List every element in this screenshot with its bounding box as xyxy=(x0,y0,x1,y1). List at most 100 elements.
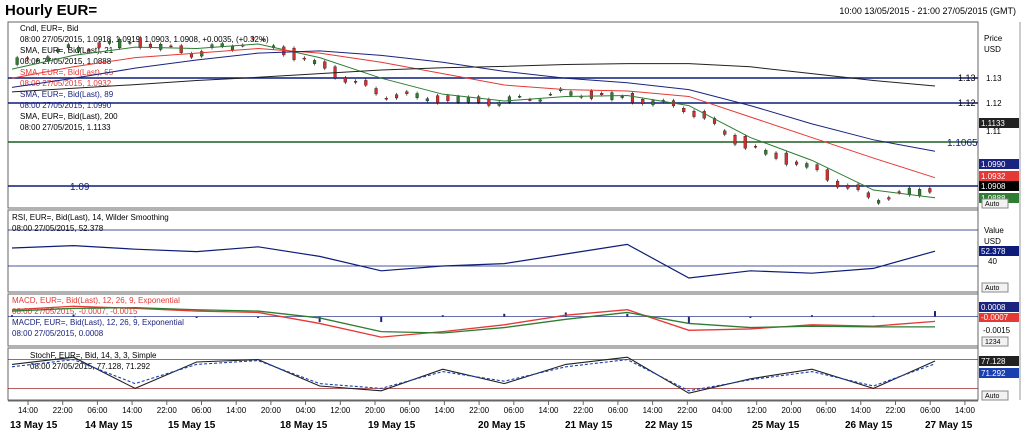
candle-body xyxy=(795,161,799,165)
candle-body xyxy=(446,95,450,101)
candle-body xyxy=(200,51,204,57)
candle-body xyxy=(897,191,901,193)
x-tick-label: 06:00 xyxy=(504,406,525,415)
candle-body xyxy=(56,49,60,52)
x-tick-label: 20:00 xyxy=(781,406,802,415)
rsi-series xyxy=(8,229,978,279)
x-tick-label: 22:00 xyxy=(885,406,906,415)
candle-body xyxy=(507,96,511,103)
macd-value-tag xyxy=(979,313,1019,322)
candle-body xyxy=(15,57,19,65)
candle-body xyxy=(907,187,911,196)
axis-unit: USD xyxy=(984,237,1001,246)
tick-label: 1.12 xyxy=(986,99,1002,108)
candle-body xyxy=(374,88,378,95)
candle-body xyxy=(230,46,235,51)
price-value-tag xyxy=(979,118,1019,128)
x-tick-label: 04:00 xyxy=(296,406,317,415)
legend-line: SMA, EUR=, Bid(Last), 89 xyxy=(20,90,114,99)
candle-body xyxy=(877,200,881,204)
candle-body xyxy=(928,188,932,193)
candle-body xyxy=(25,57,29,59)
legend-line: Cndl, EUR=, Bid xyxy=(20,24,78,33)
x-tick-label: 06:00 xyxy=(920,406,941,415)
candle-body xyxy=(641,99,645,105)
sma-line-1 xyxy=(11,48,936,179)
candle-body xyxy=(518,96,522,98)
auto-button[interactable]: Auto xyxy=(981,198,1009,209)
rsi-auto-button[interactable]: Auto xyxy=(981,282,1009,293)
chart-title: Hourly EUR= xyxy=(5,2,98,19)
x-axis: 14:00 22:00 06:00 14:00 22:00 06:00 14:00 20:00… xyxy=(8,400,978,431)
legend-line: 08:00 27/05/2015, -0.0007, -0.0015 xyxy=(12,307,138,316)
candle-body xyxy=(743,136,747,149)
legend-line: 08:00 27/05/2015, 0.0008 xyxy=(12,329,104,338)
legend-line: RSI, EUR=, Bid(Last), 14, Wilder Smoothi… xyxy=(12,213,169,222)
candle-body xyxy=(189,53,194,58)
stoch-axis: 77.128 71.292 xyxy=(979,356,1019,378)
candle-body xyxy=(836,180,840,188)
candle-body xyxy=(405,91,409,94)
stoch-auto-button[interactable]: Auto xyxy=(981,390,1009,401)
x-tick-label: 14:00 xyxy=(18,406,39,415)
x-tick-label: 20:00 xyxy=(365,406,386,415)
x-tick-label: 12:00 xyxy=(330,406,351,415)
candle-body xyxy=(569,91,573,96)
candle-body xyxy=(477,96,481,103)
rsi-axis: Value USD 40 52.378 xyxy=(979,226,1019,266)
price-axis: Price USD 1.13 1.12 1.11 xyxy=(984,34,1003,136)
sma-line-0 xyxy=(11,43,936,199)
candle-body xyxy=(682,108,686,112)
svg-text:0.0008: 0.0008 xyxy=(981,303,1006,312)
x-date-label: 25 May 15 xyxy=(752,420,800,431)
sma-series xyxy=(11,43,936,199)
legend-line: SMA, EUR=, Bid(Last), 200 xyxy=(20,112,118,121)
price-value-tag xyxy=(979,171,1019,181)
level-label-112: 1.12 xyxy=(958,98,976,108)
legend-line: 08:00 27/05/2015, 52.378 xyxy=(12,224,104,233)
legend-line: 08:00 27/05/2015, 1.1133 xyxy=(20,123,111,132)
sma-line-3 xyxy=(11,63,936,93)
rsi-line xyxy=(11,243,936,279)
legend-line: MACD, EUR=, Bid(Last), 12, 26, 9, Expone… xyxy=(12,296,180,305)
macd-scale-box[interactable] xyxy=(981,336,1009,347)
candle-body xyxy=(66,44,70,49)
x-date-label: 18 May 15 xyxy=(280,420,328,431)
candle-body xyxy=(487,99,491,106)
candle-body xyxy=(548,93,552,96)
x-tick-label: 04:00 xyxy=(712,406,733,415)
svg-text:Auto: Auto xyxy=(985,393,1000,400)
candle-body xyxy=(866,192,870,198)
candle-body xyxy=(456,96,460,103)
candle-body xyxy=(261,39,265,41)
candle-body xyxy=(118,38,122,49)
x-tick-label: 14:00 xyxy=(643,406,664,415)
candle-body xyxy=(77,47,81,52)
tick-label: 1.11 xyxy=(986,127,1002,136)
x-date-label: 26 May 15 xyxy=(845,420,893,431)
candle-body xyxy=(36,59,40,62)
candle-body xyxy=(107,41,111,44)
candle-body xyxy=(128,42,132,44)
legend-line: SMA, EUR=, Bid(Last), 55 xyxy=(20,68,114,77)
candle-body xyxy=(251,37,255,40)
candle-body xyxy=(302,57,306,60)
candle-body xyxy=(87,49,91,52)
x-date-label: 15 May 15 xyxy=(168,420,216,431)
price-legend: Cndl, EUR=, Bid 08:00 27/05/2015, 1.0918… xyxy=(20,24,269,132)
stoch-value-tag xyxy=(979,368,1019,378)
candle-body xyxy=(169,45,173,48)
candle-body xyxy=(466,96,470,103)
candle-body xyxy=(528,99,532,101)
candle-body xyxy=(825,169,829,181)
candle-body xyxy=(436,95,440,103)
svg-text:Auto: Auto xyxy=(985,201,1000,208)
legend-line: 08:00 27/05/2015, 1.0990 xyxy=(20,101,112,110)
x-date-label: 19 May 15 xyxy=(368,420,416,431)
candle-body xyxy=(364,80,368,86)
rsi-value-tag xyxy=(979,246,1019,256)
candle-body xyxy=(159,43,163,50)
tick-label: 1.13 xyxy=(986,74,1002,83)
